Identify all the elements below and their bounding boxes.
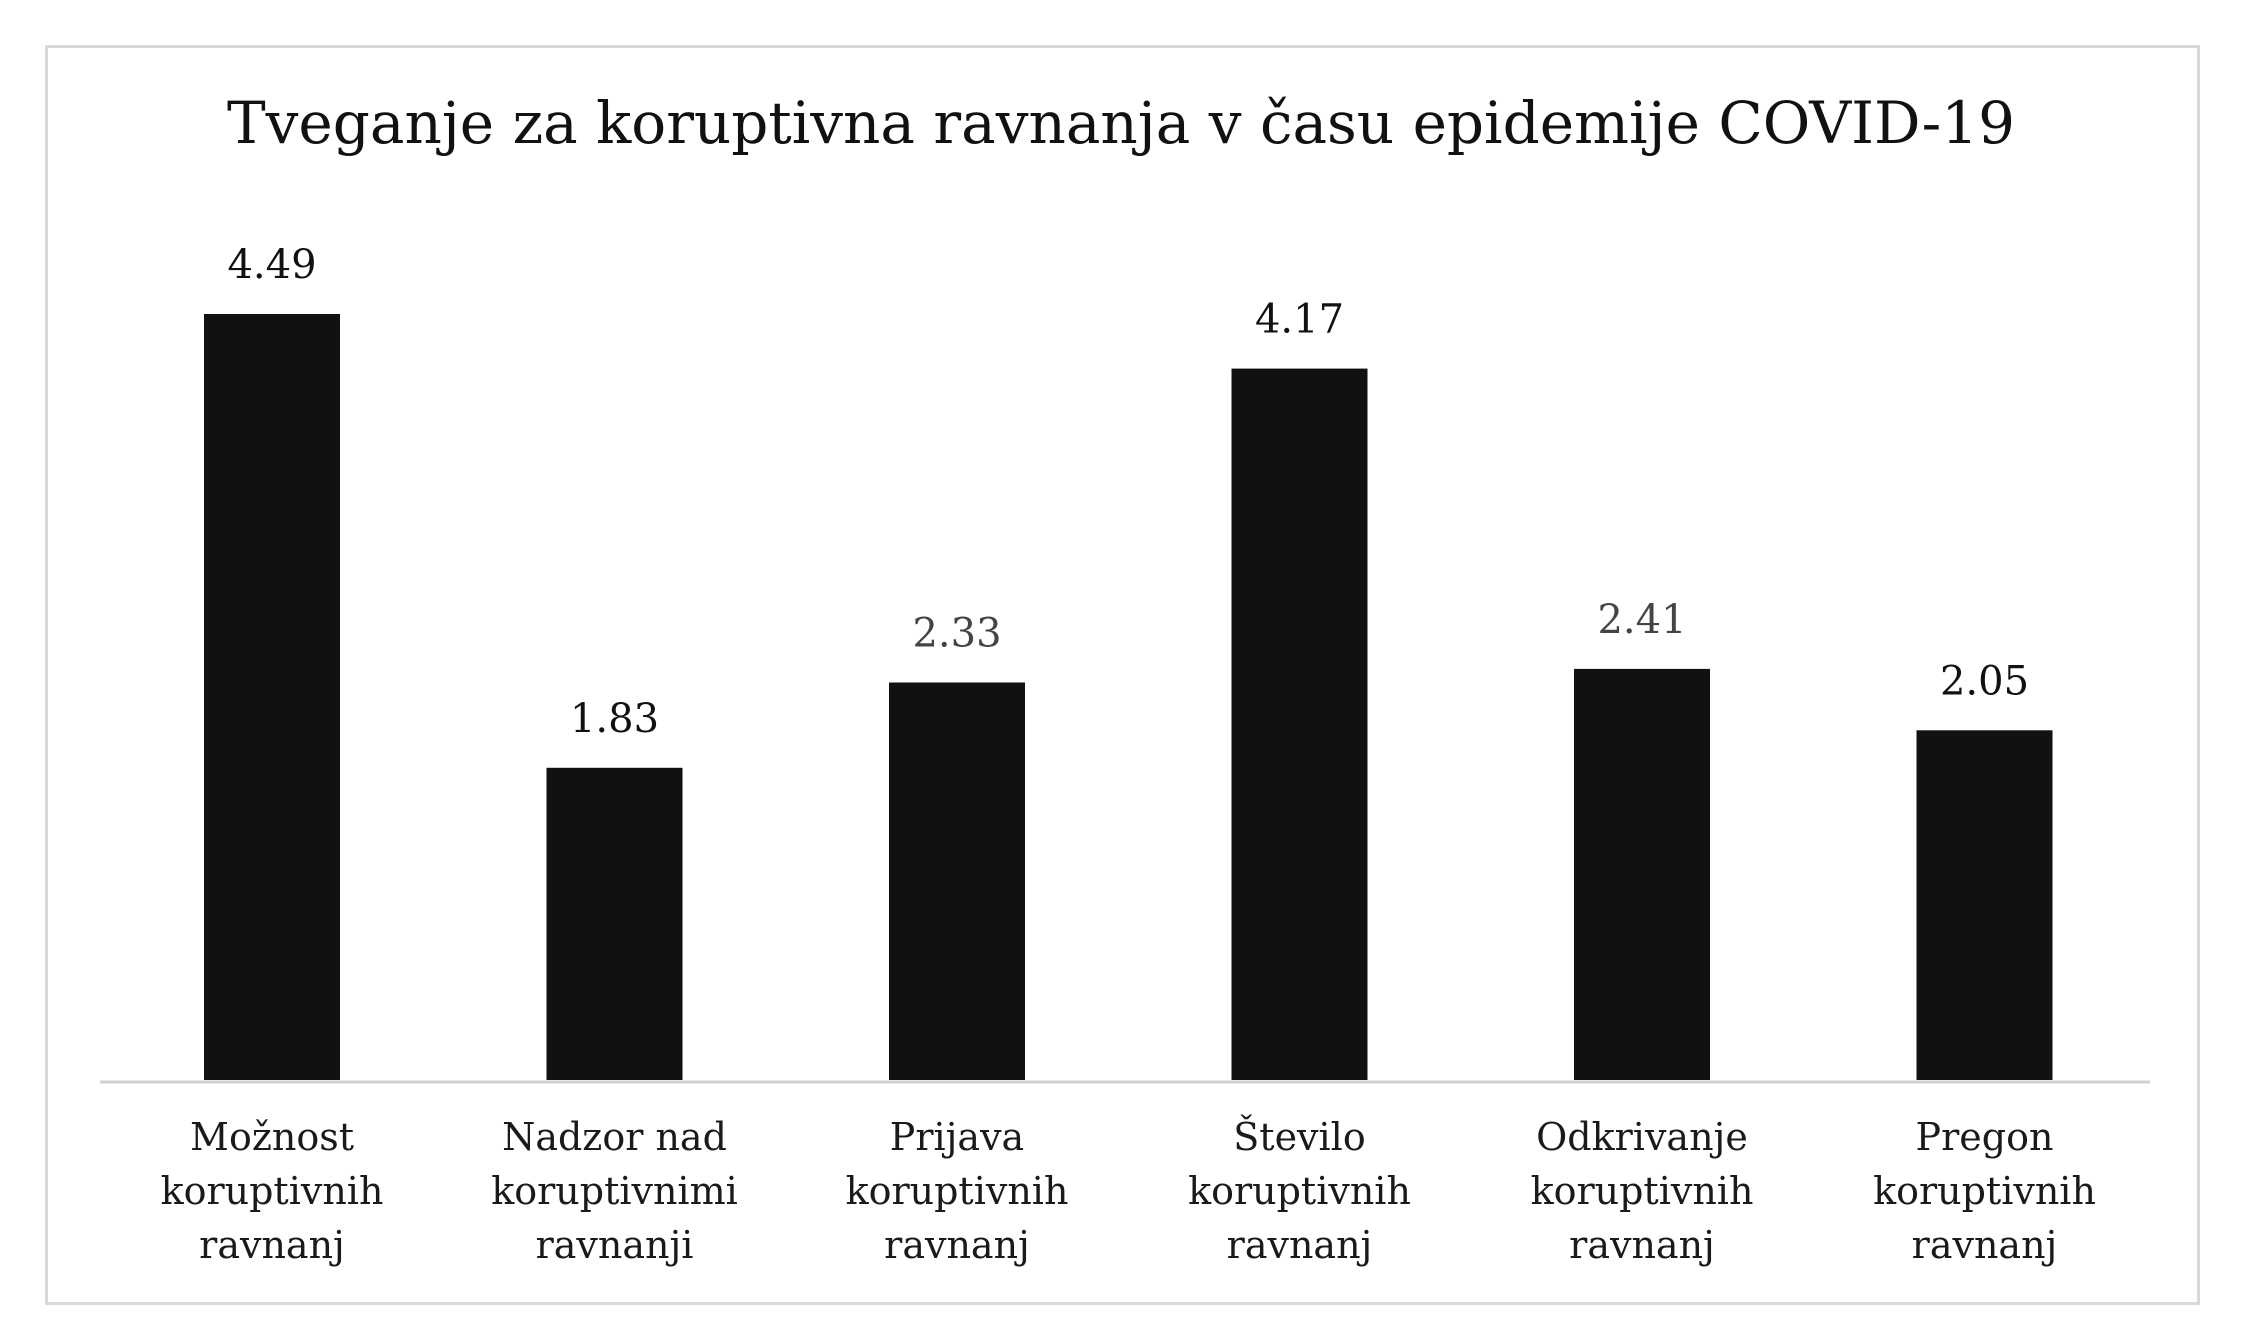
category-label-4: Število koruptivnih ravnanj [1188,1115,1411,1267]
category-label-line: koruptivnih [1873,1169,2096,1213]
bar-1 [204,314,340,1080]
value-label-2: 1.83 [570,696,659,742]
bar-2 [546,767,683,1080]
category-label-line: koruptivnih [1188,1169,1411,1213]
category-label-line: koruptivnih [1531,1169,1754,1213]
bar-4 [1231,368,1368,1081]
category-label-line: Nadzor nad [502,1115,727,1159]
category-label-6: Pregon koruptivnih ravnanj [1873,1115,2096,1267]
category-label-2: Nadzor nad koruptivnimi ravnanji [491,1115,738,1267]
chart-title: Tveganje za koruptivna ravnanja v času e… [227,89,2015,157]
value-label-1: 4.49 [227,242,316,288]
bar-5 [1574,668,1710,1080]
category-label-line: koruptivnih [161,1169,384,1213]
category-label-line: ravnanj [1569,1223,1715,1267]
category-label-3: Prijava koruptivnih ravnanj [846,1115,1069,1267]
chart-frame [45,45,2200,1305]
category-label-5: Odkrivanje koruptivnih ravnanj [1531,1115,1754,1267]
value-label-5: 2.41 [1597,597,1686,643]
category-label-1: Možnost koruptivnih ravnanj [161,1115,384,1267]
value-label-6: 2.05 [1940,658,2029,704]
category-label-line: ravnanj [884,1223,1030,1267]
value-label-4: 4.17 [1255,297,1344,343]
category-label-line: Možnost [190,1115,354,1159]
value-labels-group: 4.49 1.83 2.33 4.17 2.41 2.05 [227,242,2029,742]
category-label-line: ravnanj [199,1223,345,1267]
bars-group [204,314,2053,1081]
category-label-line: Prijava [890,1115,1024,1159]
category-label-line: koruptivnih [846,1169,1069,1213]
bar-6 [1916,730,2053,1080]
bar-3 [889,682,1025,1080]
category-label-line: ravnanj [1227,1223,1373,1267]
category-label-line: koruptivnimi [491,1169,738,1213]
category-label-line: ravnanj [1912,1223,2058,1267]
category-label-line: ravnanji [536,1223,694,1267]
value-label-3: 2.33 [912,611,1001,657]
category-label-line: Pregon [1916,1115,2054,1159]
category-label-line: Število [1233,1115,1365,1159]
category-labels-group: Možnost koruptivnih ravnanj Nadzor nad korup… [161,1115,2096,1267]
category-label-line: Odkrivanje [1536,1115,1748,1159]
